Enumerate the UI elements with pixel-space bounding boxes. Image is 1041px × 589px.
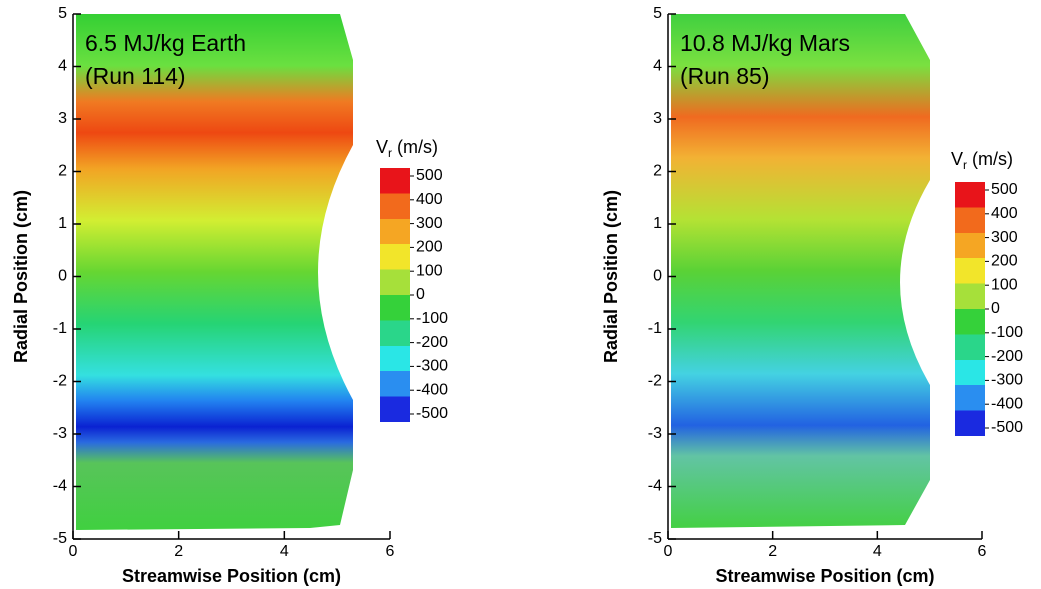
colorbar-tick-label: 500 bbox=[991, 181, 1018, 198]
annotation: 10.8 MJ/kg Mars bbox=[680, 30, 850, 56]
colorbar-tick-label: -500 bbox=[416, 405, 448, 422]
colorbar-unit: (m/s) bbox=[972, 149, 1013, 169]
colorbar-tick-label: -200 bbox=[991, 348, 1023, 365]
y-tick-label: 1 bbox=[653, 215, 662, 232]
colorbar-tick-label: 100 bbox=[416, 262, 443, 279]
colorbar-subscript: r bbox=[388, 146, 392, 160]
y-tick-label: 2 bbox=[653, 163, 662, 180]
colorbar-tick-label: 500 bbox=[416, 167, 443, 184]
y-axis-label: Radial Position (cm) bbox=[11, 190, 31, 363]
colorbar-symbol: V bbox=[376, 137, 388, 157]
colorbar-tick-label: -300 bbox=[991, 372, 1023, 389]
y-tick-label: 0 bbox=[58, 268, 67, 285]
x-tick-label: 6 bbox=[386, 543, 395, 560]
y-tick-label: 5 bbox=[58, 5, 67, 22]
x-tick-label: 6 bbox=[978, 543, 987, 560]
colorbar-tick-label: -400 bbox=[991, 395, 1023, 412]
colorbar-tick-label: 200 bbox=[416, 239, 443, 256]
colorbar-tick-label: 300 bbox=[991, 229, 1018, 246]
colorbar-tick-label: 400 bbox=[991, 205, 1018, 222]
colorbar-tick-label: -300 bbox=[416, 358, 448, 375]
x-tick-label: 4 bbox=[873, 543, 882, 560]
colorbar-tick-label: -400 bbox=[416, 381, 448, 398]
y-tick-label: -3 bbox=[53, 425, 67, 442]
y-tick-label: 4 bbox=[653, 58, 662, 75]
y-tick-label: 4 bbox=[58, 58, 67, 75]
y-tick-label: -2 bbox=[53, 373, 67, 390]
y-tick-label: -1 bbox=[53, 320, 67, 337]
y-tick-label: 0 bbox=[653, 268, 662, 285]
x-tick-label: 4 bbox=[280, 543, 289, 560]
annotation: (Run 85) bbox=[680, 63, 769, 89]
colorbar-symbol: V bbox=[951, 149, 963, 169]
colorbar-tick-label: -100 bbox=[991, 324, 1023, 341]
y-tick-label: 5 bbox=[653, 5, 662, 22]
x-axis-label: Streamwise Position (cm) bbox=[122, 566, 341, 586]
y-tick-label: 3 bbox=[58, 110, 67, 127]
y-axis-label: Radial Position (cm) bbox=[601, 190, 621, 363]
y-tick-label: -4 bbox=[53, 478, 67, 495]
x-tick-label: 0 bbox=[664, 543, 673, 560]
y-tick-label: -4 bbox=[648, 478, 662, 495]
velocity-field bbox=[76, 14, 353, 530]
colorbar bbox=[380, 168, 410, 422]
y-tick-label: 2 bbox=[58, 163, 67, 180]
colorbar-tick-label: 100 bbox=[991, 276, 1018, 293]
colorbar bbox=[955, 182, 985, 436]
velocity-field bbox=[671, 14, 930, 528]
y-tick-label: -5 bbox=[648, 530, 662, 547]
y-tick-label: 3 bbox=[653, 110, 662, 127]
x-tick-label: 2 bbox=[768, 543, 777, 560]
colorbar-unit: (m/s) bbox=[397, 137, 438, 157]
y-tick-label: -3 bbox=[648, 425, 662, 442]
y-tick-label: -5 bbox=[53, 530, 67, 547]
colorbar-title: Vr (m/s) bbox=[376, 137, 438, 160]
x-tick-label: 0 bbox=[69, 543, 78, 560]
colorbar-tick-label: -200 bbox=[416, 334, 448, 351]
colorbar-tick-label: 200 bbox=[991, 253, 1018, 270]
y-tick-label: -1 bbox=[648, 320, 662, 337]
colorbar-tick-label: -100 bbox=[416, 310, 448, 327]
colorbar-tick-label: 300 bbox=[416, 215, 443, 232]
colorbar-tick-label: 400 bbox=[416, 191, 443, 208]
x-tick-label: 2 bbox=[174, 543, 183, 560]
colorbar-subscript: r bbox=[963, 158, 967, 172]
colorbar-tick-label: -500 bbox=[991, 419, 1023, 436]
annotation: 6.5 MJ/kg Earth bbox=[85, 30, 246, 56]
x-axis-label: Streamwise Position (cm) bbox=[715, 566, 934, 586]
y-tick-label: 1 bbox=[58, 215, 67, 232]
annotation: (Run 114) bbox=[85, 63, 186, 89]
colorbar-title: Vr (m/s) bbox=[951, 149, 1013, 172]
colorbar-tick-label: 0 bbox=[991, 300, 1000, 317]
y-tick-label: -2 bbox=[648, 373, 662, 390]
colorbar-tick-label: 0 bbox=[416, 286, 425, 303]
